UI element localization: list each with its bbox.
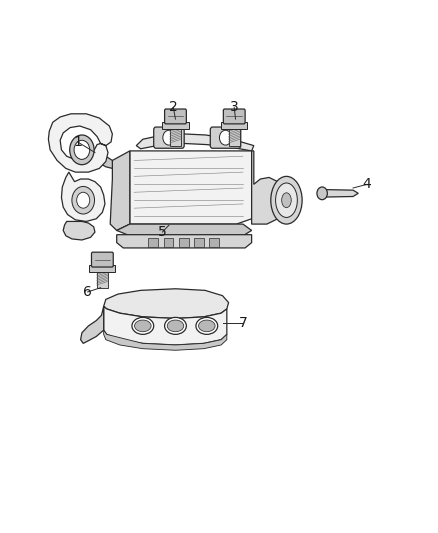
Polygon shape	[61, 172, 105, 221]
Polygon shape	[104, 330, 227, 350]
Ellipse shape	[282, 193, 291, 208]
Text: 1: 1	[73, 135, 82, 149]
Bar	[89, 265, 116, 272]
Circle shape	[77, 192, 90, 208]
Polygon shape	[136, 134, 254, 151]
Bar	[221, 122, 247, 128]
Text: 7: 7	[239, 316, 247, 330]
Bar	[179, 238, 188, 247]
Bar	[229, 124, 240, 146]
Circle shape	[72, 187, 95, 214]
FancyBboxPatch shape	[223, 109, 245, 124]
Text: 4: 4	[363, 177, 371, 191]
Bar	[209, 238, 219, 247]
Text: 6: 6	[83, 285, 92, 299]
Polygon shape	[98, 152, 113, 168]
Circle shape	[74, 140, 90, 159]
Circle shape	[317, 187, 327, 200]
FancyBboxPatch shape	[154, 127, 184, 148]
Ellipse shape	[165, 317, 186, 334]
Polygon shape	[81, 306, 104, 343]
Polygon shape	[323, 190, 358, 197]
Ellipse shape	[167, 320, 184, 332]
Text: 2: 2	[169, 100, 178, 115]
FancyBboxPatch shape	[92, 252, 113, 267]
Polygon shape	[117, 235, 252, 248]
Ellipse shape	[198, 320, 215, 332]
Polygon shape	[63, 221, 95, 240]
Polygon shape	[110, 151, 130, 230]
Circle shape	[219, 130, 232, 145]
Circle shape	[163, 130, 175, 145]
Bar	[164, 238, 173, 247]
Polygon shape	[48, 114, 113, 172]
Bar	[162, 122, 188, 128]
Ellipse shape	[276, 183, 297, 217]
Polygon shape	[117, 224, 252, 236]
Bar	[148, 238, 158, 247]
Polygon shape	[130, 151, 252, 224]
Ellipse shape	[271, 176, 302, 224]
Ellipse shape	[196, 317, 218, 334]
Bar	[194, 238, 204, 247]
Bar	[170, 124, 181, 146]
Ellipse shape	[132, 317, 154, 334]
Text: 3: 3	[230, 100, 239, 115]
Polygon shape	[252, 151, 282, 224]
FancyBboxPatch shape	[210, 127, 241, 148]
Ellipse shape	[134, 320, 151, 332]
Bar	[97, 268, 108, 288]
Circle shape	[70, 135, 94, 165]
Polygon shape	[104, 289, 229, 318]
Text: 5: 5	[158, 225, 167, 239]
FancyBboxPatch shape	[165, 109, 186, 124]
Polygon shape	[104, 306, 227, 345]
